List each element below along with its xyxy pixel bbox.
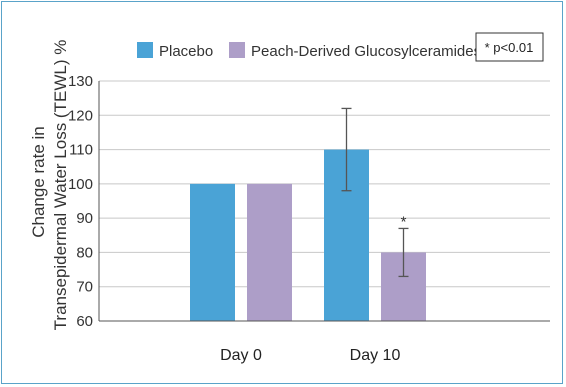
legend-swatch: [137, 42, 153, 58]
y-axis-label-line1: Change rate in: [29, 126, 48, 238]
legend-label: Placebo: [159, 43, 213, 60]
y-tick-label: 80: [76, 244, 93, 261]
significance-note: * p<0.01: [485, 40, 534, 55]
legend-swatch: [229, 42, 245, 58]
legend: Placebo Peach-Derived Glucosylceramides: [137, 42, 481, 60]
x-category-label: Day 0: [220, 347, 262, 364]
x-category-label: Day 10: [350, 347, 401, 364]
legend-label: Peach-Derived Glucosylceramides: [251, 43, 481, 60]
x-category-labels: Day 0 Day 10: [220, 347, 400, 364]
y-tick-label: 60: [76, 313, 93, 330]
bar: [190, 183, 235, 321]
significance-markers: *: [401, 213, 407, 230]
y-tick-label: 110: [69, 142, 93, 159]
y-tick-labels: 60 70 80 90 100 110 120 130: [68, 73, 93, 330]
y-tick-label: 70: [76, 279, 93, 296]
bar: [247, 183, 292, 321]
y-tick-label: 100: [68, 176, 93, 193]
significance-note-box: [475, 32, 544, 62]
error-bars: [341, 107, 409, 278]
y-tick-label: 90: [76, 210, 93, 227]
y-axis-label-line2: Transepidermal Water Loss (TEWL) %: [51, 40, 70, 331]
axes: [98, 81, 550, 322]
significance-star: *: [401, 213, 407, 230]
bars: [190, 149, 426, 321]
y-tick-label: 120: [68, 107, 93, 124]
y-tick-label: 130: [68, 73, 93, 90]
